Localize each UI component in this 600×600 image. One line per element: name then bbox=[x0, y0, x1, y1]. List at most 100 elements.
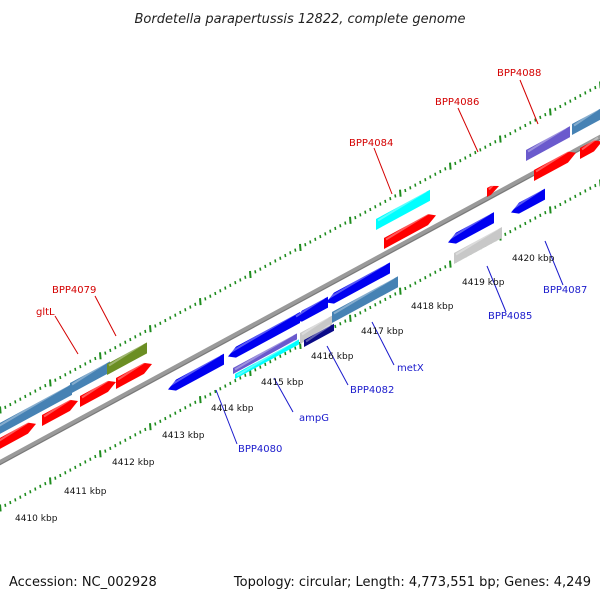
tick-mark bbox=[584, 189, 587, 193]
tick-mark bbox=[339, 224, 342, 228]
gene-block-steel-highlight bbox=[0, 384, 69, 427]
tick-mark bbox=[9, 500, 12, 505]
tick-mark bbox=[214, 291, 217, 296]
tick-mark bbox=[39, 484, 42, 488]
tick-mark bbox=[54, 476, 57, 480]
tick-mark bbox=[94, 356, 97, 361]
leader-metX bbox=[371, 321, 395, 366]
tick-mark bbox=[569, 197, 572, 201]
tick-mark bbox=[534, 216, 537, 220]
tick-mark bbox=[589, 186, 592, 190]
gene-block-violet bbox=[233, 333, 297, 374]
tick-mark bbox=[439, 267, 442, 272]
tick-mark bbox=[484, 145, 487, 149]
tick-mark bbox=[104, 351, 107, 355]
gene-block-red-highlight bbox=[535, 147, 573, 173]
tick-mark bbox=[149, 325, 152, 333]
tick-mark bbox=[584, 91, 587, 95]
gene-block-red bbox=[80, 380, 116, 407]
tick-label: 4414 kbp bbox=[211, 404, 254, 414]
gene-block-red bbox=[0, 422, 36, 449]
gene-block-violet-highlight bbox=[527, 126, 567, 153]
tick-mark bbox=[519, 224, 522, 228]
gene-label-gltL: gltL bbox=[36, 307, 55, 318]
tick-label: 4415 kbp bbox=[261, 378, 304, 388]
gene-block-steel-highlight bbox=[333, 276, 395, 315]
tick-mark bbox=[264, 362, 267, 367]
gene-block-blue bbox=[294, 296, 328, 322]
tick-label: 4410 kbp bbox=[15, 514, 58, 524]
gene-block-red bbox=[580, 140, 600, 159]
tick-label: 4418 kbp bbox=[411, 302, 454, 312]
tick-mark bbox=[444, 167, 447, 171]
tick-mark bbox=[199, 298, 202, 306]
tick-mark bbox=[284, 253, 287, 258]
tick-mark bbox=[524, 221, 527, 226]
tick-mark bbox=[344, 319, 347, 323]
tick-mark bbox=[369, 305, 372, 310]
tick-mark bbox=[259, 267, 262, 271]
tick-mark bbox=[59, 375, 62, 380]
tick-mark bbox=[24, 394, 27, 399]
tick-mark bbox=[24, 492, 27, 497]
tick-mark bbox=[124, 438, 127, 442]
tick-mark bbox=[379, 300, 382, 304]
tick-mark bbox=[84, 460, 87, 464]
tick-mark bbox=[234, 280, 237, 285]
tick-mark bbox=[74, 465, 77, 470]
tick-label: 4412 kbp bbox=[112, 458, 155, 468]
gene-block-blue-highlight bbox=[305, 324, 331, 343]
gene-label-bpp4088: BPP4088 bbox=[497, 68, 541, 79]
tick-mark bbox=[44, 383, 47, 388]
tick-mark bbox=[224, 384, 227, 388]
leader-bpp4085 bbox=[486, 265, 507, 313]
tick-labels: 4410 kbp 4411 kbp 4412 kbp 4413 kbp 4414… bbox=[15, 254, 555, 524]
tick-mark bbox=[29, 392, 32, 396]
tick-mark bbox=[469, 153, 472, 157]
tick-mark bbox=[279, 354, 282, 358]
tick-mark bbox=[359, 311, 362, 315]
gene-block-blue bbox=[511, 188, 545, 214]
gene-block-steel bbox=[332, 276, 398, 323]
tick-mark bbox=[399, 189, 402, 197]
gene-block-violet bbox=[526, 126, 570, 161]
tick-mark bbox=[244, 275, 247, 279]
gene-block-red-highlight bbox=[117, 359, 149, 381]
tick-mark bbox=[454, 161, 457, 166]
tick-mark bbox=[564, 102, 567, 106]
tick-mark bbox=[459, 159, 462, 163]
tick-mark bbox=[549, 206, 552, 214]
gene-block-blue bbox=[304, 323, 334, 347]
tick-mark bbox=[364, 308, 367, 312]
gene-block-silver bbox=[454, 226, 502, 264]
tick-mark bbox=[354, 215, 357, 220]
leader-bpp4084 bbox=[373, 147, 393, 195]
tick-mark bbox=[249, 270, 252, 279]
tick-mark bbox=[239, 278, 242, 282]
gene-block-cyan bbox=[235, 339, 299, 379]
tick-mark bbox=[14, 400, 17, 404]
tick-mark bbox=[0, 406, 2, 414]
tick-mark bbox=[184, 308, 187, 312]
gene-block-blue bbox=[326, 262, 390, 304]
tick-mark bbox=[384, 297, 387, 302]
tick-mark bbox=[494, 140, 497, 144]
tick-mark bbox=[4, 503, 7, 507]
tick-mark bbox=[79, 462, 82, 467]
tick-mark bbox=[229, 381, 232, 386]
tick-mark bbox=[399, 287, 402, 295]
tick-label: 4413 kbp bbox=[162, 431, 205, 441]
tick-row-lower bbox=[0, 179, 600, 512]
gene-label-bpp4087: BPP4087 bbox=[543, 285, 587, 296]
tick-mark bbox=[254, 368, 257, 372]
tick-mark bbox=[234, 378, 237, 383]
tick-mark bbox=[179, 408, 182, 413]
tick-mark bbox=[564, 200, 567, 204]
tick-mark bbox=[164, 318, 167, 323]
tick-mark bbox=[299, 243, 302, 252]
tick-mark bbox=[179, 310, 182, 315]
tick-mark bbox=[174, 411, 177, 415]
leader-ampG bbox=[273, 377, 294, 413]
accession-text: Accession: NC_002928 bbox=[9, 575, 157, 590]
